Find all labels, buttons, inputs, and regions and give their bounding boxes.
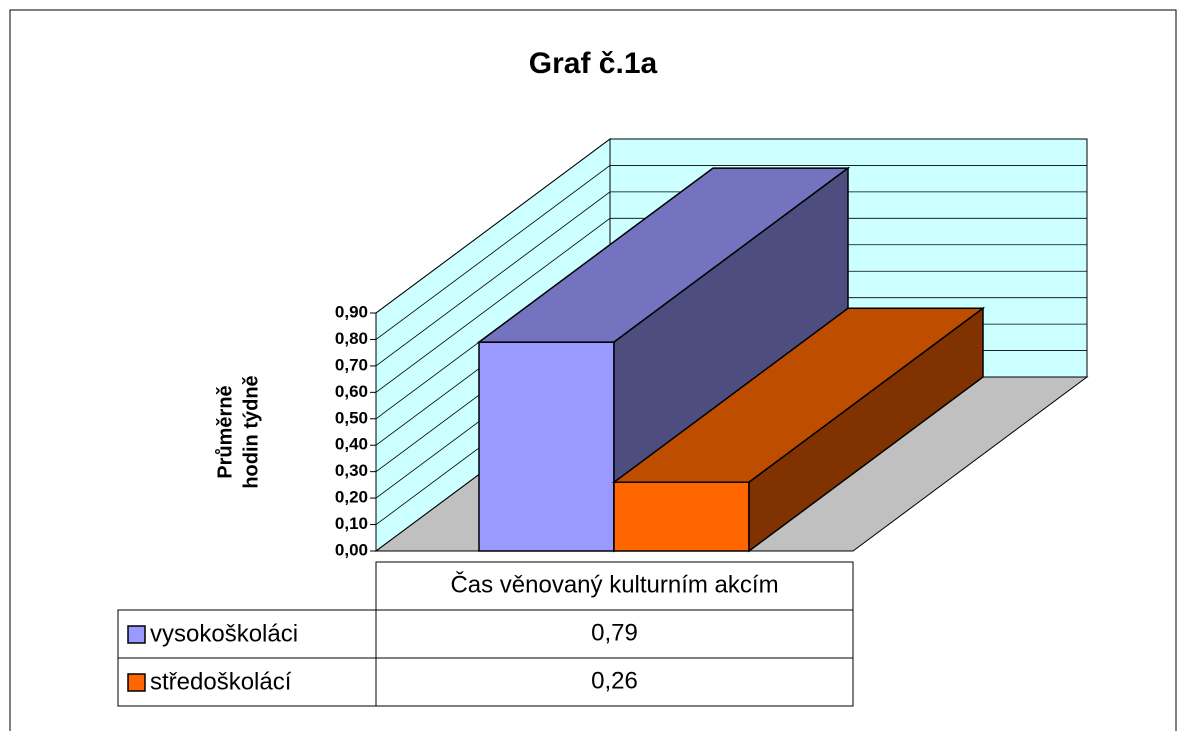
bar-side xyxy=(748,306,984,553)
grid-line xyxy=(375,217,1087,393)
legend-swatch xyxy=(127,625,146,644)
y-tick-label: 0,00 xyxy=(335,540,368,559)
y-tick-label: 0,70 xyxy=(335,355,368,374)
frame xyxy=(9,9,1177,731)
bar xyxy=(611,306,986,553)
grid-line xyxy=(375,165,1087,340)
grid-line xyxy=(375,191,1087,367)
y-tick-label: 0,20 xyxy=(335,488,368,507)
y-tick-label: 0,30 xyxy=(335,461,368,480)
y-axis-title-line: Průměrně xyxy=(214,385,236,478)
bar-front xyxy=(478,341,615,552)
y-tick-label: 0,90 xyxy=(335,302,368,321)
y-tick-label: 0,50 xyxy=(335,408,368,427)
data-label: 0,79 xyxy=(591,619,638,646)
table-value-cell xyxy=(375,609,854,659)
y-tick-label: 0,80 xyxy=(335,329,368,348)
y-axis-title-line: hodin týdně xyxy=(240,375,262,488)
category-label: Čas věnovaný kulturním akcím xyxy=(450,570,778,598)
data-label: 0,26 xyxy=(591,667,638,694)
chart-title: Graf č.1a xyxy=(529,47,658,80)
table-value-cell xyxy=(375,657,854,707)
bar-front xyxy=(613,481,750,552)
y-tick-label: 0,40 xyxy=(335,435,368,454)
legend-label: středoškolácí xyxy=(150,668,292,695)
table-label-cell xyxy=(117,657,377,707)
legend-label: vysokoškoláci xyxy=(150,620,298,647)
y-tick-label: 0,10 xyxy=(335,514,368,533)
legend-swatch xyxy=(127,673,146,692)
y-tick-label: 0,60 xyxy=(335,382,368,401)
y-axis-title: Průměrně hodin týdně xyxy=(214,375,262,488)
table-header-cell xyxy=(375,561,854,611)
grid-line xyxy=(375,138,1087,314)
